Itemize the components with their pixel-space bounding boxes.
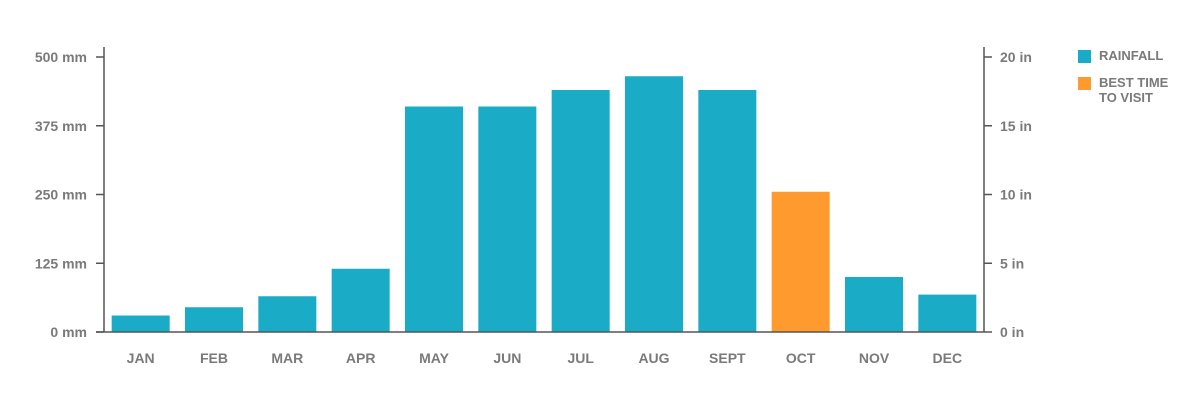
- x-tick-label-oct: OCT: [786, 350, 816, 366]
- axes-group: [96, 47, 992, 333]
- x-tick-label-apr: APR: [346, 350, 376, 366]
- y-tick-label-4: 500 mm: [35, 49, 87, 65]
- legend-label-rainfall: RAINFALL: [1099, 48, 1164, 63]
- y-tick-label-1: 125 mm: [35, 255, 87, 271]
- bar-apr: [331, 268, 390, 332]
- x-tick-label-nov: NOV: [859, 350, 890, 366]
- x-tick-label-feb: FEB: [200, 350, 228, 366]
- y2-tick-label-4: 20 in: [1000, 49, 1032, 65]
- x-tick-label-may: MAY: [419, 350, 449, 366]
- y2-tick-label-2: 10 in: [1000, 187, 1032, 203]
- bar-dec: [918, 294, 977, 332]
- x-tick-label-jun: JUN: [493, 350, 521, 366]
- y2-tick-label-3: 15 in: [1000, 118, 1032, 134]
- y-tick-label-2: 250 mm: [35, 187, 87, 203]
- bar-feb: [185, 307, 243, 332]
- x-tick-label-mar: MAR: [271, 350, 303, 366]
- bar-may: [405, 106, 463, 332]
- bar-aug: [625, 76, 683, 332]
- y-tick-label-3: 375 mm: [35, 118, 87, 134]
- bar-jan: [111, 315, 170, 332]
- legend-item-rainfall: RAINFALL: [1078, 48, 1179, 63]
- x-tick-label-dec: DEC: [933, 350, 963, 366]
- y2-tick-label-0: 0 in: [1000, 324, 1024, 340]
- bars-group: [111, 76, 977, 332]
- x-tick-label-aug: AUG: [638, 350, 669, 366]
- legend-item-best-time: BEST TIME TO VISIT: [1078, 75, 1179, 105]
- legend-label-best-time: BEST TIME TO VISIT: [1099, 75, 1169, 105]
- y2-tick-label-1: 5 in: [1000, 255, 1024, 271]
- bar-nov: [845, 277, 903, 332]
- y-tick-label-0: 0 mm: [50, 324, 87, 340]
- bar-mar: [258, 296, 317, 332]
- x-tick-label-jan: JAN: [127, 350, 155, 366]
- x-tick-label-sept: SEPT: [709, 350, 746, 366]
- labels-group: JAN FEB MAR APR MAY JUN JUL AUG SEPT OCT NOV DEC 0 m…: [35, 49, 1032, 366]
- bar-jun: [478, 106, 537, 332]
- bar-oct: [771, 191, 830, 332]
- bar-sept: [698, 90, 757, 332]
- legend-swatch-best-time: [1078, 77, 1091, 90]
- legend-swatch-rainfall: [1078, 50, 1091, 63]
- x-tick-label-jul: JUL: [567, 350, 594, 366]
- bar-jul: [551, 90, 610, 332]
- legend: RAINFALL BEST TIME TO VISIT: [1078, 48, 1179, 117]
